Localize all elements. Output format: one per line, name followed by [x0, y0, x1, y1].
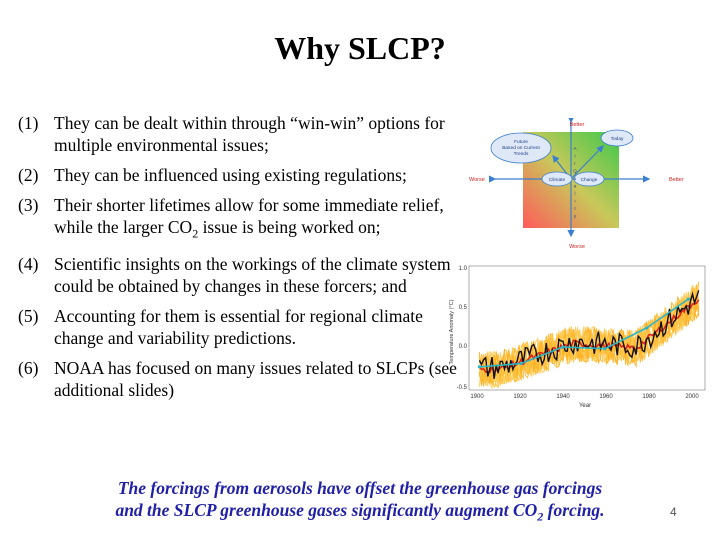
- item-text: Accounting for them is essential for reg…: [54, 305, 423, 348]
- trend-marker: [644, 326, 649, 330]
- xtick-5: 1980: [642, 394, 656, 400]
- change-bubble: [573, 171, 605, 187]
- item-text: NOAA has focused on many issues related …: [54, 357, 457, 400]
- xtick-3: 1940: [556, 394, 570, 400]
- slide-title: Why SLCP?: [274, 30, 446, 66]
- page-number: 4: [670, 505, 677, 519]
- item-text: They can be influenced using existing re…: [54, 165, 407, 185]
- trend-marker: [561, 345, 565, 349]
- air-quality-letter: t: [574, 206, 576, 211]
- future-bubble: [490, 132, 552, 164]
- trend-markers: [477, 297, 690, 369]
- footer-line-2-text: and the SLCP greenhouse gases significan…: [115, 500, 538, 520]
- xtick-4: 1960: [599, 394, 613, 400]
- climate-label: Climate: [549, 177, 566, 183]
- temperature-anomaly-chart: 1.0 0.5 0.0 -0.5 1900 1920 1940 1960 198…: [449, 265, 706, 409]
- xtick-1: 1900: [470, 394, 484, 400]
- worse-bottom-label: Worse: [569, 244, 585, 250]
- subscript: 2: [537, 509, 544, 524]
- worse-left-label: Worse: [469, 177, 485, 183]
- trend-arrow-today: [570, 145, 604, 180]
- ytick-1: 1.0: [459, 266, 468, 272]
- list-item-4: (4) Scientific insights on the workings …: [18, 253, 458, 297]
- footer-line-1: The forcings from aerosols have offset t…: [117, 478, 603, 498]
- list-item-2: (2) They can be influenced using existin…: [18, 164, 458, 186]
- observed-line: [478, 290, 700, 379]
- ytick-3: 0.0: [459, 344, 468, 350]
- air-quality-letter: r: [574, 161, 576, 166]
- trend-line: [479, 298, 689, 368]
- item-number: (6): [18, 357, 39, 378]
- trend-marker: [686, 297, 690, 301]
- footer-line-2: and the SLCP greenhouse gases significan…: [60, 499, 660, 528]
- model-run-line: [479, 288, 700, 387]
- air-quality-letter: A: [573, 146, 576, 151]
- air-quality-letter: a: [574, 184, 577, 189]
- item-number: (1): [18, 113, 39, 133]
- air-quality-letter: Q: [573, 169, 577, 174]
- item-text-part: issue is being worked on;: [198, 217, 381, 237]
- air-quality-letter: y: [574, 214, 577, 219]
- ytick-2: 0.5: [459, 305, 468, 311]
- xtick-2: 1920: [513, 394, 527, 400]
- list-item-1: (1) They can be dealt within through “wi…: [18, 112, 458, 156]
- future-label-line1: Future: [514, 139, 528, 145]
- list-item-5: (5) Accounting for them is essential for…: [18, 305, 458, 349]
- ytick-4: -0.5: [457, 385, 468, 391]
- future-label-line2: Based on Current: [502, 145, 540, 151]
- xtick-6: 2000: [685, 394, 699, 400]
- footer-line-2-tail: forcing.: [543, 500, 605, 520]
- item-number: (5): [18, 305, 39, 326]
- x-axis-label: Year: [579, 403, 591, 409]
- reason-list: (1) They can be dealt within through “wi…: [18, 112, 458, 409]
- item-number: (3): [18, 195, 39, 215]
- y-axis-label: Temperature Anomaly (°C): [449, 299, 455, 364]
- trend-marker: [603, 347, 607, 351]
- item-number: (4): [18, 253, 39, 274]
- air-quality-letter: u: [574, 176, 577, 181]
- trend-marker: [519, 361, 523, 366]
- today-bubble: [600, 129, 634, 147]
- item-number: (2): [18, 165, 39, 185]
- better-top-label: Better: [570, 122, 585, 128]
- change-label: Change: [581, 177, 598, 183]
- air-quality-letter: i: [575, 154, 576, 159]
- item-text-part: Their shorter lifetimes allow for some i…: [54, 195, 444, 237]
- climate-bubble: [541, 171, 573, 187]
- future-label-line3: Trends: [514, 151, 529, 157]
- trend-marker: [477, 365, 481, 369]
- list-item-6: (6) NOAA has focused on many issues rela…: [18, 357, 458, 401]
- better-right-label: Better: [669, 177, 684, 183]
- air-quality-letter: l: [575, 191, 576, 196]
- subscript: 2: [192, 226, 199, 241]
- item-text: Scientific insights on the workings of t…: [54, 253, 451, 296]
- list-item-3: (3) Their shorter lifetimes allow for so…: [18, 194, 458, 245]
- item-text: Their shorter lifetimes allow for some i…: [54, 194, 458, 245]
- item-text: They can be dealt within through “win-wi…: [54, 113, 445, 155]
- footer-note: The forcings from aerosols have offset t…: [60, 477, 660, 528]
- air-quality-climate-diagram: Better Worse Worse Better Future Based o…: [469, 118, 684, 250]
- air-quality-letter: i: [575, 199, 576, 204]
- today-label: Today: [611, 136, 624, 142]
